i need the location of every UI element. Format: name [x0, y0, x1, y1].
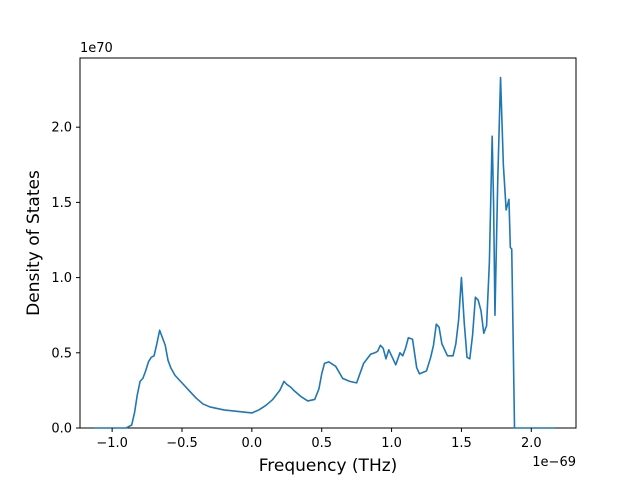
x-offset-label: 1e−69	[532, 455, 576, 470]
y-axis-title: Density of States	[24, 170, 44, 316]
x-tick-label: 1.5	[451, 436, 472, 451]
series-line-0	[93, 76, 556, 429]
axes-frame	[79, 57, 577, 429]
x-axis-title: Frequency (THz)	[259, 456, 398, 476]
x-tick-label: −1.0	[96, 436, 128, 451]
x-tick-label: 0.5	[311, 436, 332, 451]
x-tick-label: 1.0	[381, 436, 402, 451]
y-offset-label: 1e70	[80, 41, 113, 56]
x-tick-label: 0.0	[242, 436, 263, 451]
y-axis-ticks: 0.0 0.5 1.0 1.5 2.0	[51, 121, 80, 437]
x-tick-label: −0.5	[166, 436, 198, 451]
y-tick-label: 1.5	[51, 196, 72, 211]
y-tick-label: 2.0	[51, 121, 72, 136]
x-tick-label: 2.0	[521, 436, 542, 451]
y-tick-label: 1.0	[51, 271, 72, 286]
x-axis-ticks: −1.0 −0.5 0.0 0.5 1.0 1.5 2.0	[96, 428, 542, 451]
plot-area	[79, 57, 577, 429]
y-tick-label: 0.5	[51, 346, 72, 361]
y-tick-label: 0.0	[51, 422, 72, 437]
